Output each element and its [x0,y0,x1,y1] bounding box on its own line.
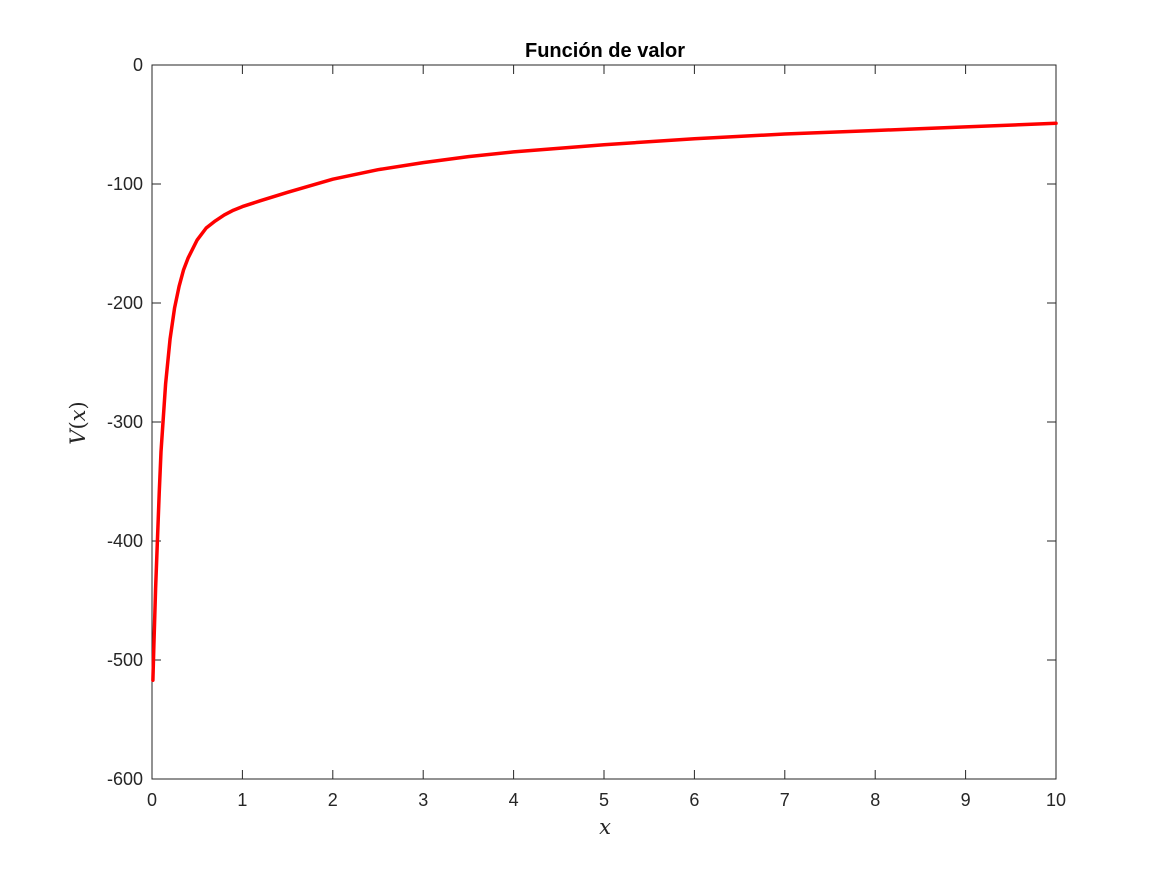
y-tick-label: -500 [107,650,143,670]
y-tick-label: -200 [107,293,143,313]
series-line [151,121,1058,682]
y-tick-label: -600 [107,769,143,789]
y-tick-label: -400 [107,531,143,551]
y-tick-label: -300 [107,412,143,432]
y-tick-label: 0 [133,55,143,75]
x-tick-label: 5 [599,790,609,810]
x-tick-label: 6 [689,790,699,810]
x-tick-label: 1 [237,790,247,810]
x-tick-label: 0 [147,790,157,810]
x-axis-label: x [599,815,611,839]
y-axis-label: V(x) [66,401,90,444]
x-tick-label: 4 [509,790,519,810]
x-axis: 0 1 2 3 4 5 6 7 8 9 10 [147,65,1066,810]
x-tick-label: 2 [328,790,338,810]
chart-title: Función de valor [525,40,685,62]
x-tick-label: 3 [418,790,428,810]
x-tick-label: 8 [870,790,880,810]
x-tick-label: 10 [1046,790,1066,810]
y-axis: 0 -100 -200 -300 -400 -500 -600 [107,55,1056,789]
x-tick-label: 7 [780,790,790,810]
y-tick-label: -100 [107,174,143,194]
x-tick-label: 9 [961,790,971,810]
